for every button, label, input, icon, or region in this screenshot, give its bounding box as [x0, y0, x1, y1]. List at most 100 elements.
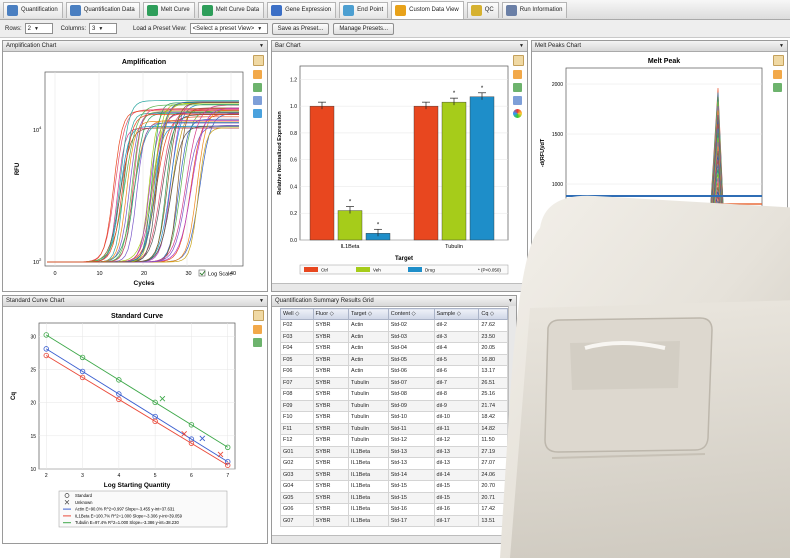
table-cell: dil-11	[433, 422, 480, 435]
export-icon[interactable]	[513, 83, 522, 92]
table-cell: IL1Beta	[348, 457, 389, 470]
column-header[interactable]: Sample ◇	[433, 308, 480, 320]
print-icon[interactable]	[253, 70, 262, 79]
table-row[interactable]: F03 SYBR Actin Std-03 dil-3 23.50	[280, 330, 508, 343]
panel-menu-icon[interactable]: ▼	[259, 43, 264, 49]
panel-menu-icon[interactable]: ▼	[519, 43, 524, 49]
tab-quantification[interactable]: Quantification	[3, 1, 63, 18]
table-row[interactable]: F07 SYBR Tubulin Std-07 dil-7 26.51	[280, 376, 508, 389]
tab-label: Quantification	[21, 7, 58, 13]
plot-area	[38, 322, 236, 470]
tab-quantification-data[interactable]: Quantification Data	[65, 1, 140, 18]
horizontal-scrollbar[interactable]	[272, 535, 516, 543]
x-tick-label: 4	[117, 473, 120, 479]
table-cell: dil-4	[433, 342, 480, 355]
tab-icon	[343, 4, 355, 16]
tab-label: Gene Expression	[285, 7, 332, 13]
table-cell: Std-09	[387, 399, 435, 412]
table-row[interactable]: F02 SYBR Actin Std-02 dil-2 27.62	[280, 319, 508, 332]
column-header[interactable]: Fluor ◇	[312, 308, 350, 320]
print-icon[interactable]	[253, 325, 262, 334]
table-cell: SYBR	[312, 457, 350, 470]
tab-melt-curve-data[interactable]: Melt Curve Data	[197, 1, 265, 18]
regression-line	[46, 348, 228, 463]
settings-icon[interactable]	[253, 109, 262, 118]
copy-icon[interactable]	[773, 55, 784, 66]
save-preset-button[interactable]: Save as Preset...	[271, 22, 330, 35]
columns-select[interactable]: 3 ▼	[89, 23, 118, 34]
color-wheel-icon[interactable]	[513, 109, 522, 118]
column-header[interactable]: Content ◇	[387, 308, 435, 320]
table-cell: G04	[280, 480, 314, 493]
y-tick-label: 0.4	[290, 184, 297, 190]
table-cell: SYBR	[312, 411, 350, 424]
tab-qc[interactable]: QC	[466, 1, 499, 18]
table-row[interactable]: G06 SYBR IL1Beta Std-16 dil-16 17.42	[280, 503, 508, 516]
table-row[interactable]: F05 SYBR Actin Std-05 dil-5 16.80	[280, 353, 508, 366]
horizontal-scrollbar[interactable]	[272, 283, 527, 291]
column-header[interactable]: Target ◇	[348, 308, 389, 320]
column-header[interactable]: Cq ◇	[478, 308, 508, 320]
table-row[interactable]: G05 SYBR IL1Beta Std-15 dil-15 20.71	[280, 491, 508, 504]
log-scale-checkbox[interactable]	[198, 269, 206, 277]
y-tick-exponent: 4	[39, 125, 42, 130]
table-cell: Tubulin	[348, 411, 389, 424]
legend-label: Unknown	[75, 500, 93, 505]
panel-menu-icon[interactable]: ▼	[259, 298, 264, 304]
y-tick-label: 30	[30, 334, 36, 340]
column-header[interactable]: Well ◇	[280, 308, 314, 320]
y-tick-label: 10	[30, 467, 36, 473]
tab-melt-curve[interactable]: Melt Curve	[142, 1, 195, 18]
table-row[interactable]: G07 SYBR IL1Beta Std-17 dil-17 13.51	[280, 514, 508, 527]
copy-icon[interactable]	[253, 310, 264, 321]
zoom-icon[interactable]	[253, 96, 262, 105]
layout-toolbar: Rows: 2 ▼ Columns: 3 ▼ Load a Preset View:…	[0, 20, 790, 38]
table-cell: dil-15	[433, 491, 480, 504]
table-row[interactable]: F10 SYBR Tubulin Std-10 dil-10 18.42	[280, 411, 508, 424]
legend-label: IL1Beta E=100.7% R^2=1.000 Slope=-3.306 …	[75, 513, 183, 518]
tab-gene-expression[interactable]: Gene Expression	[267, 1, 337, 18]
table-row[interactable]: F12 SYBR Tubulin Std-12 dil-12 11.50	[280, 434, 508, 447]
table-cell: G01	[280, 445, 314, 458]
tab-custom-data-view[interactable]: Custom Data View	[391, 0, 464, 19]
table-cell: dil-8	[433, 388, 480, 401]
table-row[interactable]: G03 SYBR IL1Beta Std-14 dil-14 24.06	[280, 468, 508, 481]
bar	[441, 101, 467, 241]
manage-presets-button[interactable]: Manage Presets...	[333, 22, 395, 35]
panel-menu-icon[interactable]: ▼	[779, 43, 784, 49]
table-row[interactable]: G04 SYBR IL1Beta Std-15 dil-15 20.70	[280, 480, 508, 493]
export-icon[interactable]	[253, 83, 262, 92]
tab-end-point[interactable]: End Point	[339, 1, 389, 18]
standard-curve-panel: Standard Curve Chart ▼ Standard Curve 10 15…	[2, 295, 268, 544]
significance-marker: *	[377, 222, 380, 228]
table-row[interactable]: F06 SYBR Actin Std-06 dil-6 13.17	[280, 365, 508, 378]
print-icon[interactable]	[773, 70, 782, 79]
results-table-wrap: Well ◇ Fluor ◇ Target ◇ Content ◇ Sample ◇ Cq…	[280, 308, 508, 527]
tab-run-information[interactable]: Run Information	[501, 1, 568, 18]
copy-icon[interactable]	[513, 55, 524, 66]
table-cell: dil-13	[433, 457, 480, 470]
y-tick-label: 2000	[552, 82, 563, 88]
table-cell: Std-17	[387, 514, 435, 527]
x-tick-label: 6	[190, 473, 193, 479]
copy-icon[interactable]	[253, 55, 264, 66]
table-cell: SYBR	[312, 468, 350, 481]
table-row[interactable]: G02 SYBR IL1Beta Std-13 dil-13 27.07	[280, 457, 508, 470]
rows-select[interactable]: 2 ▼	[24, 23, 53, 34]
panel-menu-icon[interactable]: ▼	[508, 298, 513, 304]
table-row[interactable]: F04 SYBR Actin Std-04 dil-4 20.05	[280, 342, 508, 355]
print-icon[interactable]	[513, 70, 522, 79]
table-cell: IL1Beta	[348, 491, 389, 504]
preset-select[interactable]: <Select a preset View> ▼	[189, 23, 268, 34]
standard-point	[188, 422, 195, 428]
export-icon[interactable]	[253, 338, 262, 347]
table-cell: dil-5	[433, 353, 480, 366]
data-icon[interactable]	[513, 96, 522, 105]
table-cell: Tubulin	[348, 434, 389, 447]
table-row[interactable]: F09 SYBR Tubulin Std-09 dil-9 21.74	[280, 399, 508, 412]
table-row[interactable]: F08 SYBR Tubulin Std-08 dil-8 25.16	[280, 388, 508, 401]
table-row[interactable]: F11 SYBR Tubulin Std-11 dil-11 14.82	[280, 422, 508, 435]
x-tick-label: 30	[185, 271, 191, 277]
table-row[interactable]: G01 SYBR IL1Beta Std-13 dil-13 27.19	[280, 445, 508, 458]
export-icon[interactable]	[773, 83, 782, 92]
